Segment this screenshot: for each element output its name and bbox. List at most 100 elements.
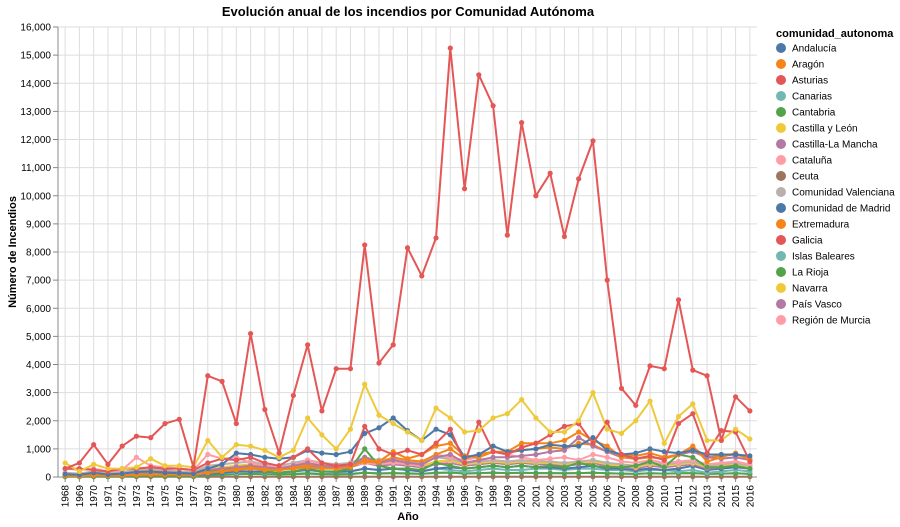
data-point — [604, 419, 610, 425]
data-point — [433, 405, 439, 411]
data-point — [519, 397, 525, 403]
x-tick-label: 1973 — [132, 485, 143, 508]
x-tick-label: 2004 — [574, 485, 585, 508]
x-tick-label: 1987 — [332, 485, 343, 508]
x-tick-label: 1986 — [317, 485, 328, 508]
x-tick-label: 1988 — [346, 485, 357, 508]
data-point — [747, 453, 753, 459]
data-point — [447, 451, 453, 458]
x-tick-label: 1994 — [432, 485, 443, 508]
data-point — [176, 470, 182, 476]
series-points — [62, 45, 753, 480]
data-point — [704, 458, 710, 465]
data-point — [262, 454, 268, 460]
data-point — [590, 463, 596, 469]
data-point — [148, 468, 154, 474]
x-axis-title: Año — [397, 511, 419, 523]
data-point — [262, 460, 268, 466]
data-point — [747, 458, 753, 465]
data-point — [533, 470, 539, 476]
data-point — [262, 467, 268, 473]
data-point — [604, 454, 610, 460]
data-point — [162, 420, 168, 427]
data-point — [590, 457, 596, 463]
data-point — [690, 367, 696, 373]
data-point — [376, 471, 382, 477]
data-point — [576, 176, 582, 182]
x-tick-label: 1980 — [232, 485, 243, 508]
data-point — [533, 415, 539, 421]
data-point — [404, 447, 411, 453]
legend-symbol — [776, 283, 786, 293]
data-point — [376, 412, 382, 418]
data-point — [533, 440, 539, 446]
y-tick-label: 11,000 — [21, 163, 51, 174]
x-tick-label: 1991 — [389, 485, 400, 508]
legend-symbol — [776, 75, 786, 85]
y-axis-title: Número de Incendios — [7, 196, 19, 308]
x-tick-label: 2015 — [731, 485, 742, 508]
data-point — [504, 458, 510, 465]
data-point — [433, 460, 439, 466]
data-point — [576, 474, 582, 480]
data-point — [618, 451, 625, 458]
legend-symbol — [776, 59, 786, 69]
data-point — [747, 465, 753, 472]
data-point — [347, 426, 354, 432]
data-point — [647, 398, 653, 404]
data-point — [547, 456, 553, 462]
data-point — [305, 342, 311, 348]
legend-symbol — [776, 139, 786, 149]
data-point — [690, 474, 696, 480]
data-point — [433, 470, 439, 476]
data-point — [233, 450, 239, 456]
data-point — [76, 468, 82, 474]
data-point — [561, 423, 568, 429]
data-point — [376, 458, 382, 465]
y-tick-label: 4,000 — [26, 360, 51, 371]
data-point — [91, 442, 97, 448]
x-tick-label: 2001 — [531, 485, 542, 508]
x-tick-label: 1989 — [360, 485, 371, 508]
y-tick-label: 14,000 — [20, 79, 51, 90]
data-point — [504, 411, 510, 417]
data-point — [647, 363, 653, 369]
data-point — [91, 461, 97, 467]
data-point — [476, 427, 482, 434]
legend-title: comunidad_autonoma — [776, 28, 894, 40]
data-point — [533, 193, 539, 199]
data-point — [476, 451, 482, 458]
legend-symbol — [776, 315, 786, 325]
x-tick-label: 1992 — [403, 485, 414, 508]
data-point — [661, 457, 667, 463]
data-point — [604, 447, 610, 453]
data-point — [547, 463, 553, 469]
data-point — [205, 470, 211, 476]
data-point — [576, 470, 582, 476]
data-point — [390, 465, 396, 472]
data-point — [533, 451, 539, 458]
data-point — [433, 465, 439, 472]
legend-label: Cataluña — [792, 156, 832, 167]
x-tick-label: 2003 — [560, 485, 571, 508]
data-point — [62, 460, 68, 466]
y-tick-label: 2,000 — [26, 416, 51, 427]
data-point — [447, 45, 453, 51]
data-point — [219, 468, 225, 474]
data-point — [205, 437, 211, 444]
data-point — [119, 443, 125, 449]
legend-label: Extremadura — [792, 220, 850, 231]
legend-label: Andalucía — [792, 44, 837, 55]
data-point — [276, 467, 282, 473]
data-point — [661, 366, 667, 372]
data-point — [319, 408, 325, 414]
data-point — [419, 273, 425, 279]
legend-symbol — [776, 203, 786, 213]
data-point — [247, 330, 254, 337]
data-point — [704, 450, 710, 456]
data-point — [333, 463, 339, 469]
data-point — [647, 446, 653, 452]
data-point — [733, 458, 739, 465]
data-point — [233, 420, 239, 427]
